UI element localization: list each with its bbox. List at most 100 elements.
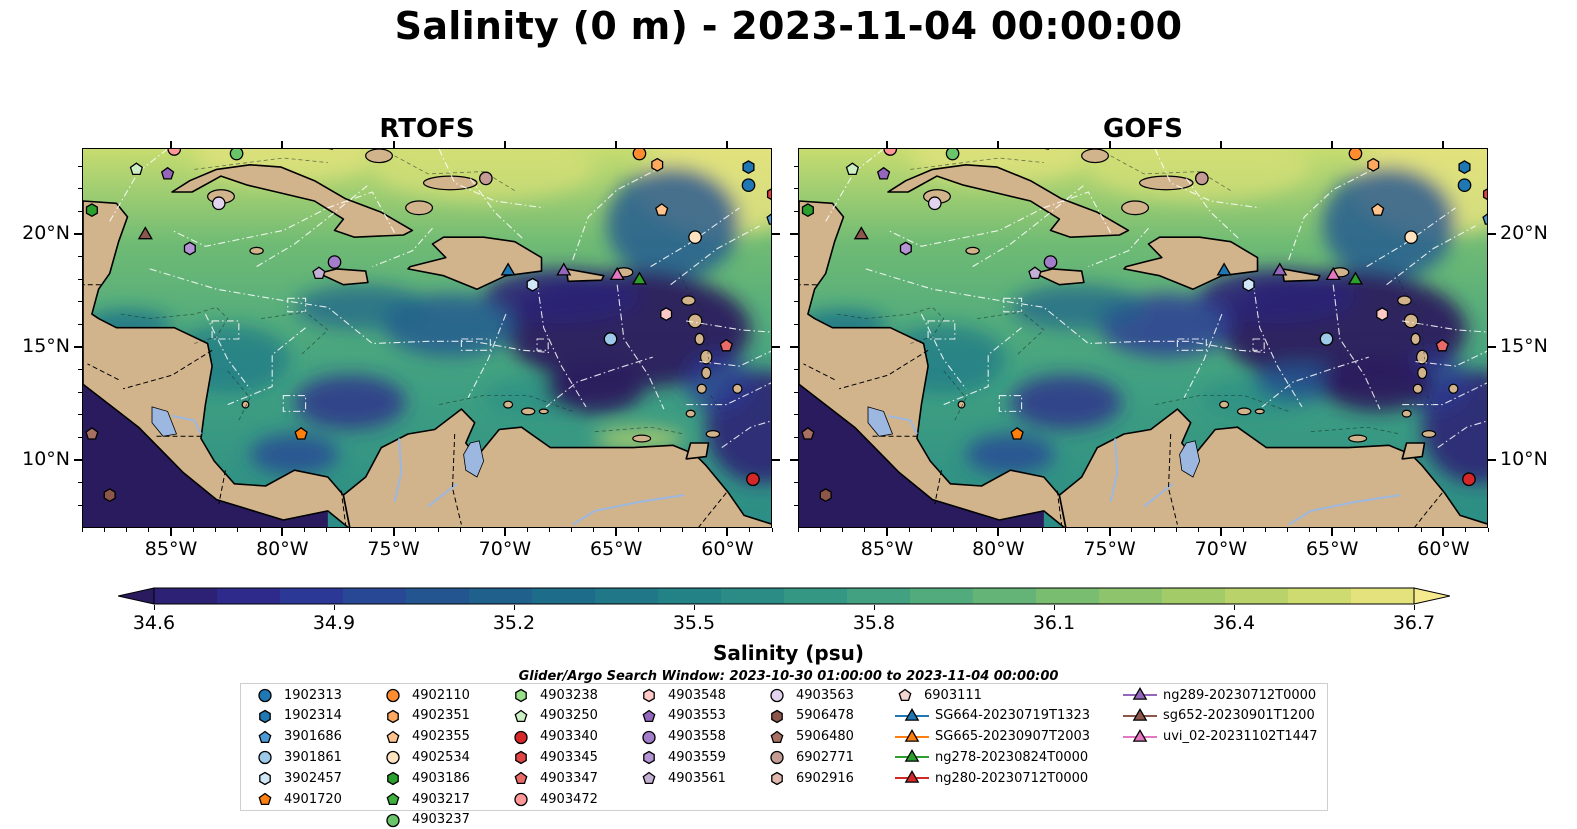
legend-item: 4903186 [383,770,470,786]
lon-tick [170,528,173,536]
legend-item: 3902457 [255,770,342,786]
search-window-note: Glider/Argo Search Window: 2023-10-30 01… [518,669,1059,684]
lat-tick [790,232,798,235]
colorbar-bin [406,588,470,604]
legend-label: 4903347 [540,770,598,786]
minor-tick [215,528,217,532]
minor-tick [1264,528,1266,532]
map-plot-gofs [799,149,1487,527]
legend-item: 4903561 [639,770,726,786]
legend-marker [386,813,400,827]
minor-tick [637,528,639,532]
colorbar-bin [847,588,911,604]
legend-item: 3901861 [255,749,342,765]
minor-tick [237,528,239,532]
legend-marker [259,709,271,724]
minor-tick [1064,528,1066,532]
map-plot-rtofs [83,149,771,527]
minor-tick [842,528,844,532]
legend-marker [1132,728,1148,742]
colorbar-bin [784,588,848,604]
bathymetry-contours [836,155,1436,435]
hexagon-marker-icon [259,771,271,786]
minor-tick [704,528,706,532]
panel-title-rtofs: RTOFS [379,114,475,144]
eez-boundaries [825,149,1487,449]
map-marker [655,203,669,216]
lon-tick-top [1442,141,1445,149]
map-marker [1272,262,1288,276]
legend-label: 1902313 [284,687,342,703]
legend-marker [1132,707,1148,721]
colorbar [117,587,1451,609]
minor-tick [771,528,773,532]
minor-tick [1020,528,1022,532]
colorbar-tick [513,605,515,610]
minor-tick [1420,528,1422,532]
lon-tick [1108,528,1111,536]
lon-label: 80°W [972,538,1025,560]
legend-marker [514,771,528,785]
lon-label: 75°W [367,538,420,560]
legend-label: 4903553 [668,708,726,724]
minor-tick [1242,528,1244,532]
minor-tick [148,528,150,532]
legend-item: 6902916 [767,770,854,786]
lon-tick-top [1331,141,1334,149]
colorbar-tick [1053,605,1055,610]
colorbar-bin [1225,588,1289,604]
minor-tick [526,528,528,532]
map-marker [85,426,99,440]
pentagon-marker-icon [514,771,528,785]
hexagon-marker-icon [771,709,783,724]
legend-label: 5906480 [796,729,854,745]
legend-label: 4902534 [412,749,470,765]
minor-tick [78,301,82,303]
minor-tick [953,528,955,532]
minor-tick [864,528,866,532]
legend-label: ng280-20230712T0000 [935,770,1089,786]
minor-tick [415,528,417,532]
lon-tick-top [1219,141,1222,149]
map-marker [183,241,196,256]
colorbar-label: Salinity (psu) [712,641,864,665]
lat-label: 10°N [1500,448,1548,471]
lon-tick-top [726,141,729,149]
legend-item: 4902534 [383,749,470,765]
minor-tick [78,210,82,212]
legend-label: 1902314 [284,708,342,724]
minor-tick [571,528,573,532]
minor-tick [1175,528,1177,532]
colorbar-bin [343,588,407,604]
map-marker [479,171,493,186]
minor-tick [794,369,798,371]
map-marker [229,149,244,161]
minor-tick [682,528,684,532]
colorbar-bin [280,588,344,604]
hexagon-marker-icon [387,709,399,724]
lon-label: 85°W [860,538,914,560]
pentagon-marker-icon [258,730,272,743]
map-marker [603,332,618,346]
circle-marker-icon [386,751,400,765]
map-marker [883,149,898,156]
legend-label: 4903217 [412,791,470,807]
map-marker [719,338,733,352]
pacific-ocean [83,384,328,527]
legend-label: 4903472 [540,791,598,807]
legend-label: SG665-20230907T2003 [935,729,1091,745]
legend-marker [643,751,655,765]
lat-tick [790,346,798,349]
minor-tick [482,528,484,532]
legend-label: 3901861 [284,749,342,765]
hexagon-marker-icon [771,771,783,786]
lat-tick [790,459,798,462]
minor-tick [819,528,821,532]
minor-tick [794,414,798,416]
minor-tick [81,528,83,532]
minor-tick [1131,528,1133,532]
pentagon-marker-icon [258,792,272,806]
legend-marker [258,792,272,806]
lon-tick [1331,528,1334,536]
colorbar-tick [1233,605,1235,610]
